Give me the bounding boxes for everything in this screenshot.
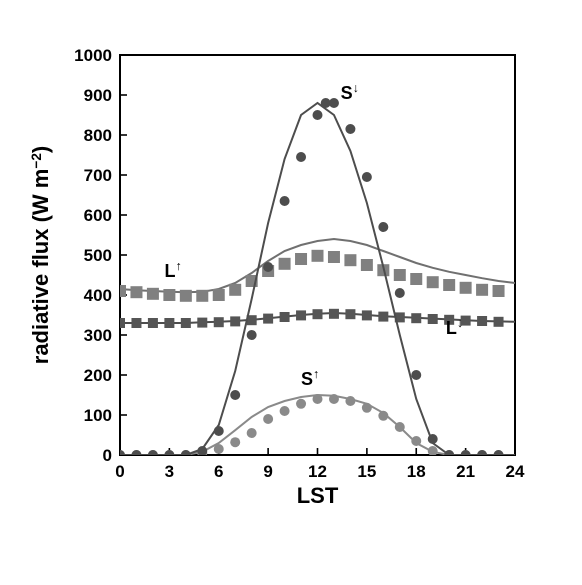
series-L-up-marker xyxy=(163,289,175,301)
series-S-up-marker xyxy=(395,422,405,432)
x-axis-label: LST xyxy=(297,483,339,508)
y-tick-label: 300 xyxy=(84,326,112,345)
x-tick-label: 21 xyxy=(456,462,475,481)
series-L-up-marker xyxy=(180,290,192,302)
series-L-up-marker xyxy=(460,282,472,294)
series-L-down-marker xyxy=(378,312,388,322)
series-L-down-marker xyxy=(164,318,174,328)
y-tick-label: 200 xyxy=(84,366,112,385)
series-L-down-marker xyxy=(148,318,158,328)
series-S-up-marker xyxy=(378,411,388,421)
series-L-down-marker xyxy=(477,316,487,326)
series-S-down-marker xyxy=(411,370,421,380)
x-tick-label: 6 xyxy=(214,462,223,481)
series-S-down-marker xyxy=(313,110,323,120)
y-tick-label: 400 xyxy=(84,286,112,305)
series-S-up-marker xyxy=(362,403,372,413)
series-S-down-marker xyxy=(428,434,438,444)
series-L-down-marker xyxy=(428,314,438,324)
series-L-down-marker xyxy=(181,318,191,328)
series-L-up-marker xyxy=(213,289,225,301)
series-S-up-marker xyxy=(411,436,421,446)
series-L-down-marker xyxy=(131,318,141,328)
series-L-up-marker xyxy=(344,254,356,266)
series-L-up-marker xyxy=(493,285,505,297)
series-S-down-marker xyxy=(345,124,355,134)
series-L-up-marker xyxy=(279,258,291,270)
y-tick-label: 0 xyxy=(103,446,112,465)
x-tick-label: 0 xyxy=(115,462,124,481)
series-L-down-marker xyxy=(494,317,504,327)
series-S-down-marker xyxy=(230,390,240,400)
series-L-down-marker xyxy=(362,310,372,320)
series-L-down-marker xyxy=(329,309,339,319)
series-L-down-marker xyxy=(296,310,306,320)
y-tick-label: 800 xyxy=(84,126,112,145)
series-L-down-marker xyxy=(411,313,421,323)
series-S-down-marker xyxy=(296,152,306,162)
series-S-up-marker xyxy=(214,444,224,454)
series-S-down-marker xyxy=(362,172,372,182)
series-L-down-marker xyxy=(230,316,240,326)
series-L-down-marker xyxy=(263,314,273,324)
series-L-up-marker xyxy=(443,279,455,291)
chart-container: { "chart": { "type": "line+scatter", "wi… xyxy=(0,0,582,585)
series-L-up-marker xyxy=(130,286,142,298)
x-tick-label: 12 xyxy=(308,462,327,481)
x-tick-label: 15 xyxy=(357,462,376,481)
series-L-up-marker xyxy=(361,259,373,271)
series-S-up-marker xyxy=(313,394,323,404)
series-L-up-marker xyxy=(312,250,324,262)
series-L-down-marker xyxy=(345,309,355,319)
y-tick-label: 100 xyxy=(84,406,112,425)
radiative-flux-chart: 0 3 6 9 12 15 18 21 24 0 100 200 300 400 500 600 700 800 9… xyxy=(0,0,582,585)
series-S-up-marker xyxy=(280,406,290,416)
series-S-down-marker xyxy=(329,98,339,108)
series-S-up-marker xyxy=(230,437,240,447)
series-L-up-marker xyxy=(427,276,439,288)
y-axis-label: radiative flux (W m−2) xyxy=(28,146,53,364)
y-tick-label: 900 xyxy=(84,86,112,105)
series-S-down-marker xyxy=(214,426,224,436)
series-S-up-marker xyxy=(247,428,257,438)
y-tick-label: 500 xyxy=(84,246,112,265)
series-L-up-marker xyxy=(328,251,340,263)
series-L-up-marker xyxy=(476,284,488,296)
series-L-up-marker xyxy=(394,269,406,281)
series-S-up-marker xyxy=(329,394,339,404)
x-tick-label: 24 xyxy=(506,462,525,481)
x-tick-label: 3 xyxy=(165,462,174,481)
series-L-up-marker xyxy=(410,273,422,285)
series-L-up-marker xyxy=(229,284,241,296)
series-L-up-marker xyxy=(196,290,208,302)
series-S-down-marker xyxy=(280,196,290,206)
series-S-up-marker xyxy=(428,446,438,456)
series-L-up-marker xyxy=(147,288,159,300)
y-tick-label: 600 xyxy=(84,206,112,225)
x-tick-label: 18 xyxy=(407,462,426,481)
series-L-down-marker xyxy=(280,312,290,322)
series-S-down-marker xyxy=(197,446,207,456)
y-tick-label: 1000 xyxy=(74,46,112,65)
series-L-down-marker xyxy=(313,309,323,319)
series-S-up-marker xyxy=(296,399,306,409)
y-tick-label: 700 xyxy=(84,166,112,185)
series-L-down-marker xyxy=(214,317,224,327)
x-tick-label: 9 xyxy=(263,462,272,481)
series-S-down-marker xyxy=(395,288,405,298)
series-S-up-marker xyxy=(345,396,355,406)
series-S-down-marker xyxy=(247,330,257,340)
series-S-up-marker xyxy=(263,414,273,424)
series-L-up-marker xyxy=(295,253,307,265)
series-L-down-marker xyxy=(197,318,207,328)
series-S-down-marker xyxy=(378,222,388,232)
series-S-down-marker xyxy=(263,262,273,272)
